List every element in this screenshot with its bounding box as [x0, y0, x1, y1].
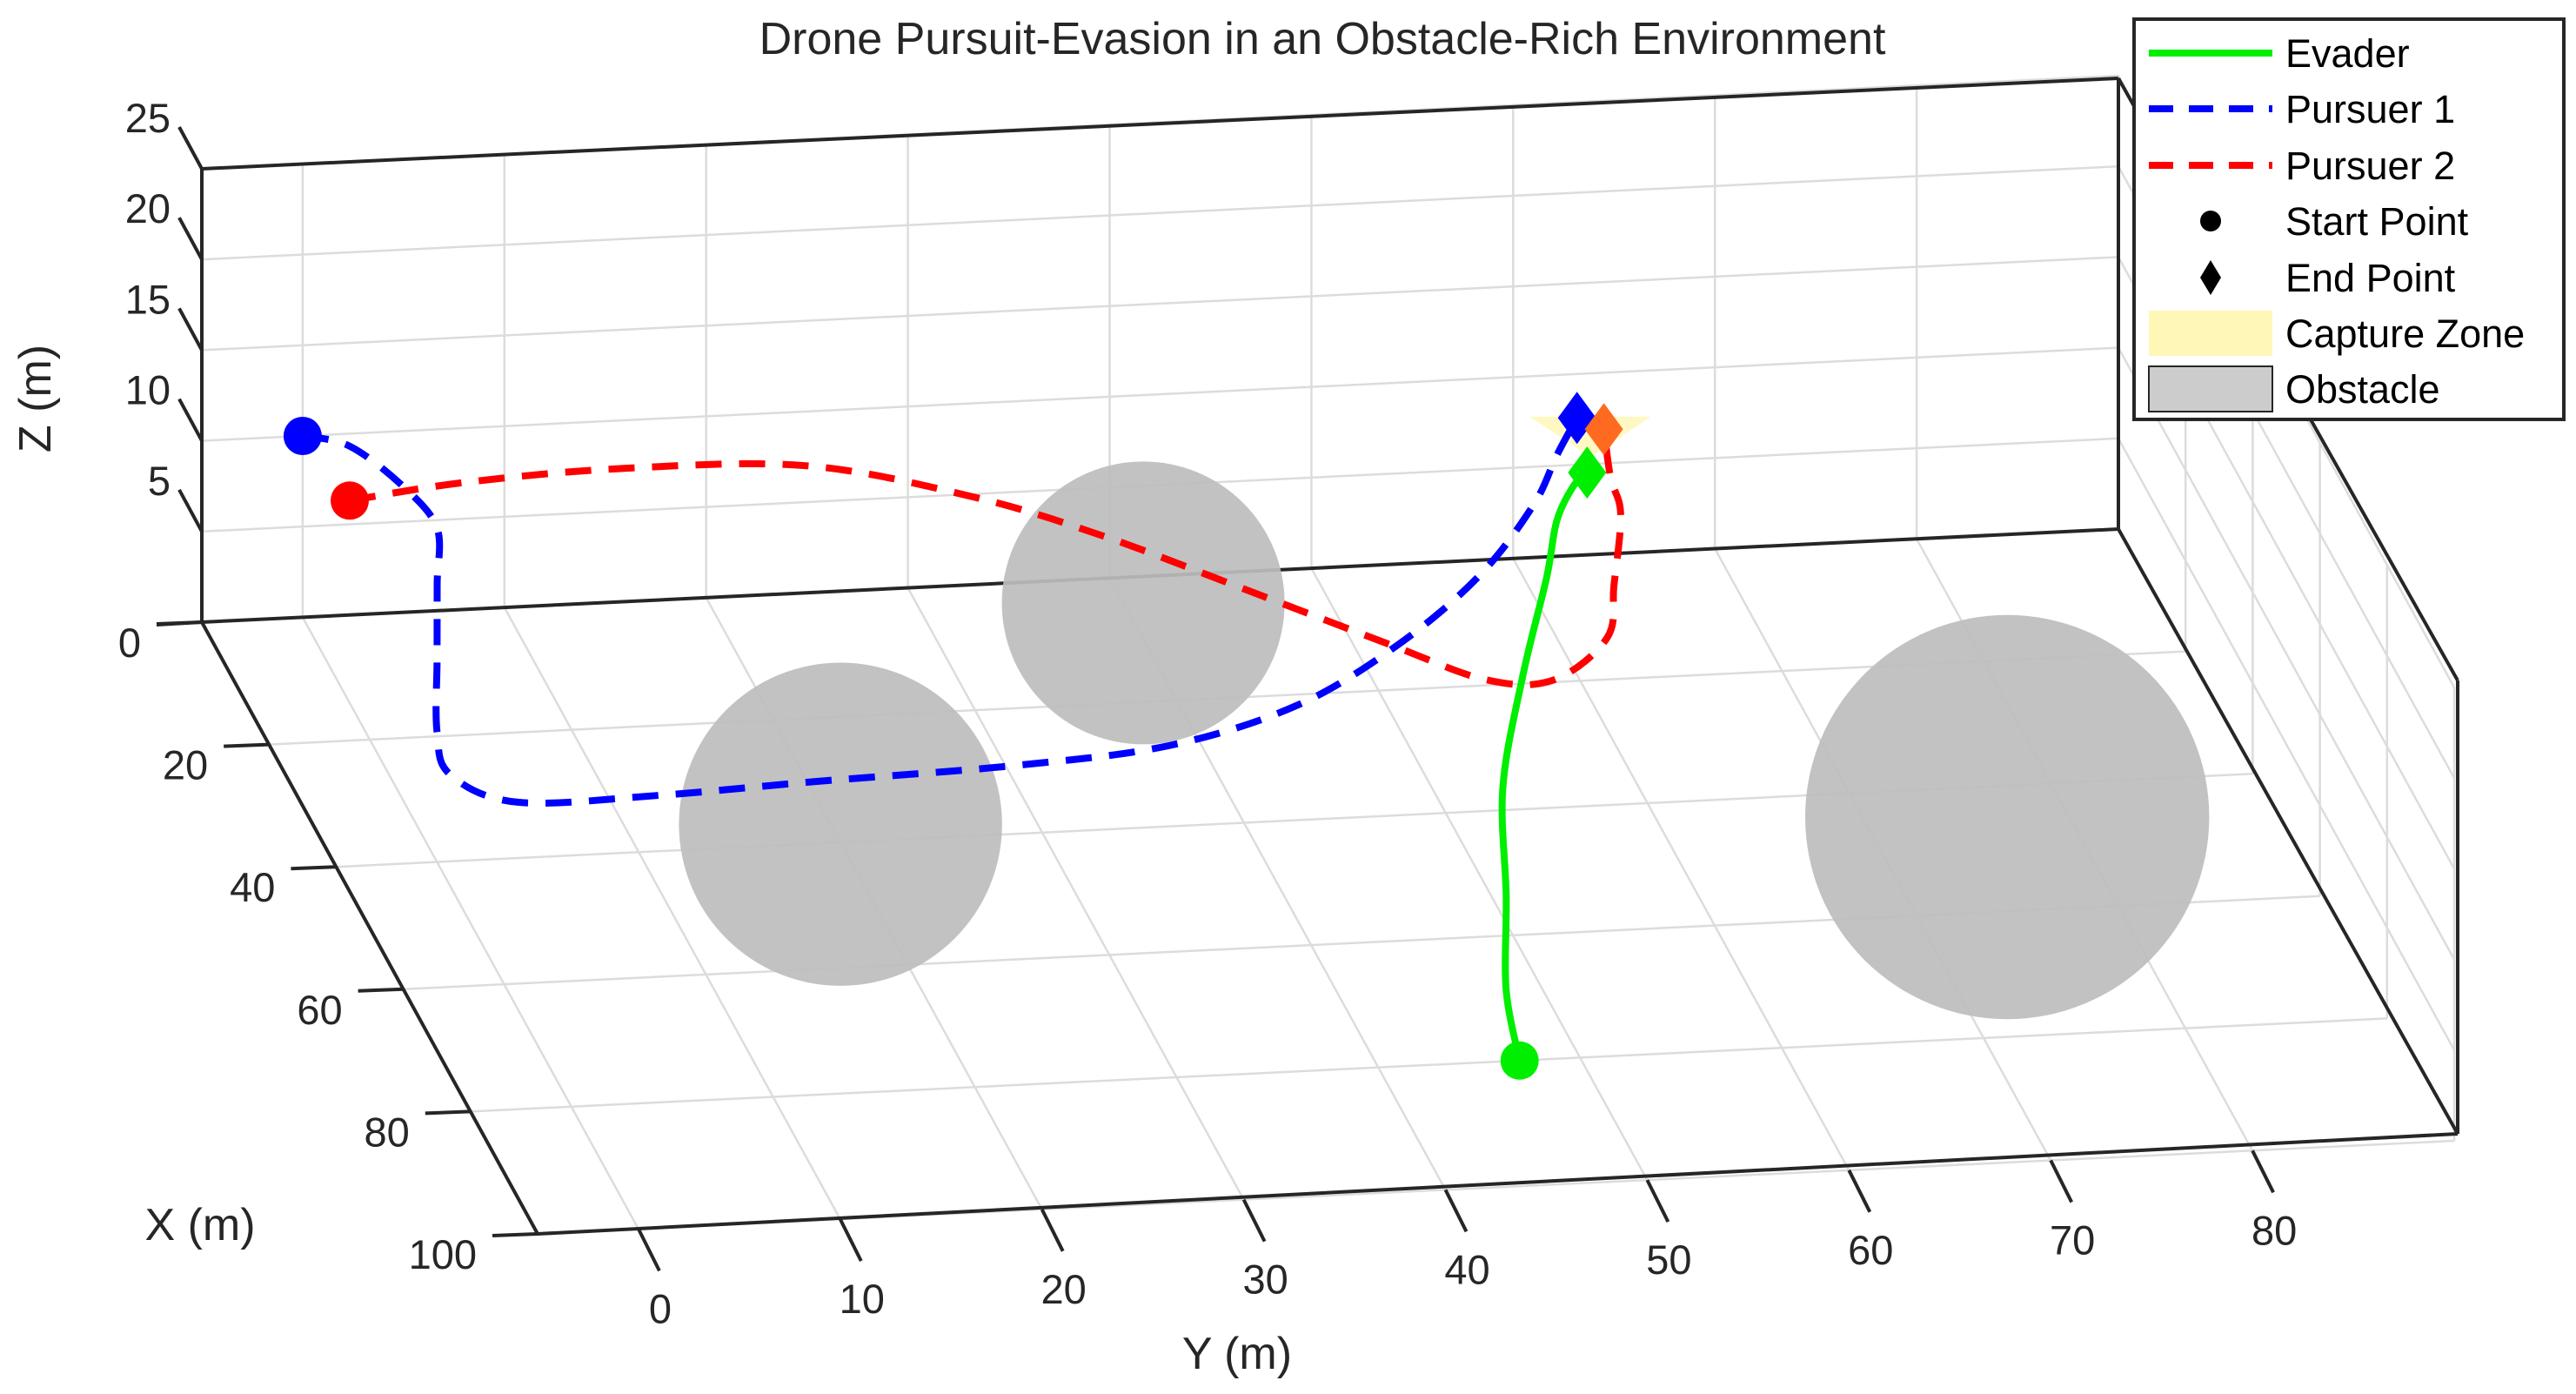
x-tick-label: 20 [163, 742, 208, 788]
y-tick-label: 40 [1444, 1246, 1489, 1292]
y-tick-mark [1443, 1189, 1469, 1233]
y-tick-mark [1645, 1179, 1670, 1223]
y-tick-label: 50 [1646, 1237, 1691, 1283]
y-tick-mark [839, 1218, 863, 1262]
axis-edge-side-floor [2117, 528, 2459, 1135]
z-tick-mark [177, 126, 204, 170]
y-tick-label: 10 [840, 1276, 885, 1322]
x-axis-label: X (m) [144, 1200, 255, 1250]
x-tick-mark [291, 865, 337, 871]
chart-title: Drone Pursuit-Evasion in an Obstacle-Ric… [759, 14, 1886, 64]
pursuer2-trajectory [349, 428, 1624, 688]
y-tick-label: 80 [2251, 1207, 2297, 1253]
floor-grid-line-y [1310, 567, 1649, 1181]
y-tick-mark [1847, 1169, 1872, 1213]
legend-obstacle-label: Obstacle [2285, 367, 2440, 412]
side-grid-line-z [2117, 438, 2456, 1051]
y-tick-label: 70 [2050, 1217, 2095, 1263]
obstacle-sphere-3 [1805, 614, 2210, 1020]
y-tick-label: 60 [1848, 1227, 1893, 1273]
y-axis-label: Y (m) [1182, 1329, 1292, 1379]
axis-edge-back-top [201, 77, 2119, 171]
x-tick-label: 0 [118, 620, 141, 666]
x-tick-label: 100 [409, 1231, 477, 1277]
legend-evader-label: Evader [2285, 31, 2410, 76]
end-marker-evader [1568, 446, 1607, 499]
floor-grid-line-y [907, 586, 1245, 1201]
x-tick-mark [358, 987, 404, 993]
floor-grid-line-x [470, 1017, 2387, 1113]
ticks-layer: 0 20 40 60 80 100 0 10 20 30 40 50 60 70 80 5 10 15 20 25 [118, 95, 2297, 1331]
x-tick-mark [224, 742, 270, 748]
trajectories-layer [302, 416, 1624, 1062]
obstacle-sphere-2 [1001, 461, 1285, 745]
floor-grid-line-y [503, 607, 841, 1220]
z-tick-mark [177, 488, 204, 533]
evader-trajectory [1498, 470, 1590, 1062]
y-tick-mark [1241, 1198, 1267, 1243]
z-tick-label: 5 [148, 458, 171, 504]
axis-edge-y [537, 1132, 2459, 1236]
z-axis-label: Z (m) [10, 345, 61, 452]
z-tick-label: 25 [125, 95, 171, 141]
legend-obstacle-swatch [2148, 365, 2273, 412]
legend-start-swatch [2200, 211, 2221, 231]
z-tick-mark [177, 307, 204, 352]
legend-start-label: Start Point [2285, 199, 2469, 244]
back-grid-line-z [201, 164, 2119, 261]
pursuer1-trajectory [302, 416, 1581, 807]
legend-capture-label: Capture Zone [2285, 312, 2525, 356]
markers-layer [283, 392, 1623, 1080]
start-marker-pursuer1 [283, 417, 322, 455]
floor-grid-line-y [1512, 558, 1850, 1171]
y-tick-mark [637, 1228, 661, 1272]
x-tick-label: 40 [230, 864, 275, 910]
side-grid-line-z [2117, 346, 2456, 961]
z-tick-mark [177, 217, 204, 261]
z-tick-mark [177, 398, 204, 442]
start-marker-pursuer2 [331, 481, 369, 520]
x-tick-mark [492, 1232, 539, 1237]
start-marker-evader [1500, 1041, 1539, 1080]
y-tick-label: 30 [1242, 1257, 1288, 1303]
z-tick-label: 20 [125, 185, 171, 231]
floor-grid-line-y [301, 616, 639, 1230]
obstacle-sphere-1 [679, 662, 1002, 986]
legend-end-label: End Point [2285, 256, 2456, 300]
z-tick-label: 15 [125, 276, 171, 322]
legend-pursuer2-label: Pursuer 2 [2285, 144, 2455, 188]
obstacles-layer [679, 461, 2210, 1020]
y-tick-mark [2251, 1149, 2275, 1194]
legend-end-swatch [2200, 260, 2221, 295]
z-tick-label: 10 [125, 367, 171, 413]
back-grid-line-z [201, 256, 2119, 352]
x-tick-label: 60 [297, 987, 342, 1033]
y-tick-mark [2049, 1159, 2073, 1203]
end-marker-pursuer2 [1584, 403, 1623, 456]
legend: Evader Pursuer 1 Pursuer 2 Start Point E… [2132, 17, 2566, 421]
x-tick-mark [156, 620, 203, 626]
back-grid-line-z [201, 346, 2119, 442]
y-tick-label: 20 [1041, 1266, 1087, 1312]
x-tick-label: 80 [365, 1109, 410, 1155]
back-wall-panel [202, 78, 2118, 622]
y-tick-mark [1040, 1208, 1065, 1252]
legend-pursuer1-label: Pursuer 1 [2285, 87, 2455, 131]
legend-capture-swatch [2149, 311, 2272, 356]
y-tick-label: 0 [649, 1285, 672, 1331]
x-tick-mark [425, 1109, 471, 1116]
